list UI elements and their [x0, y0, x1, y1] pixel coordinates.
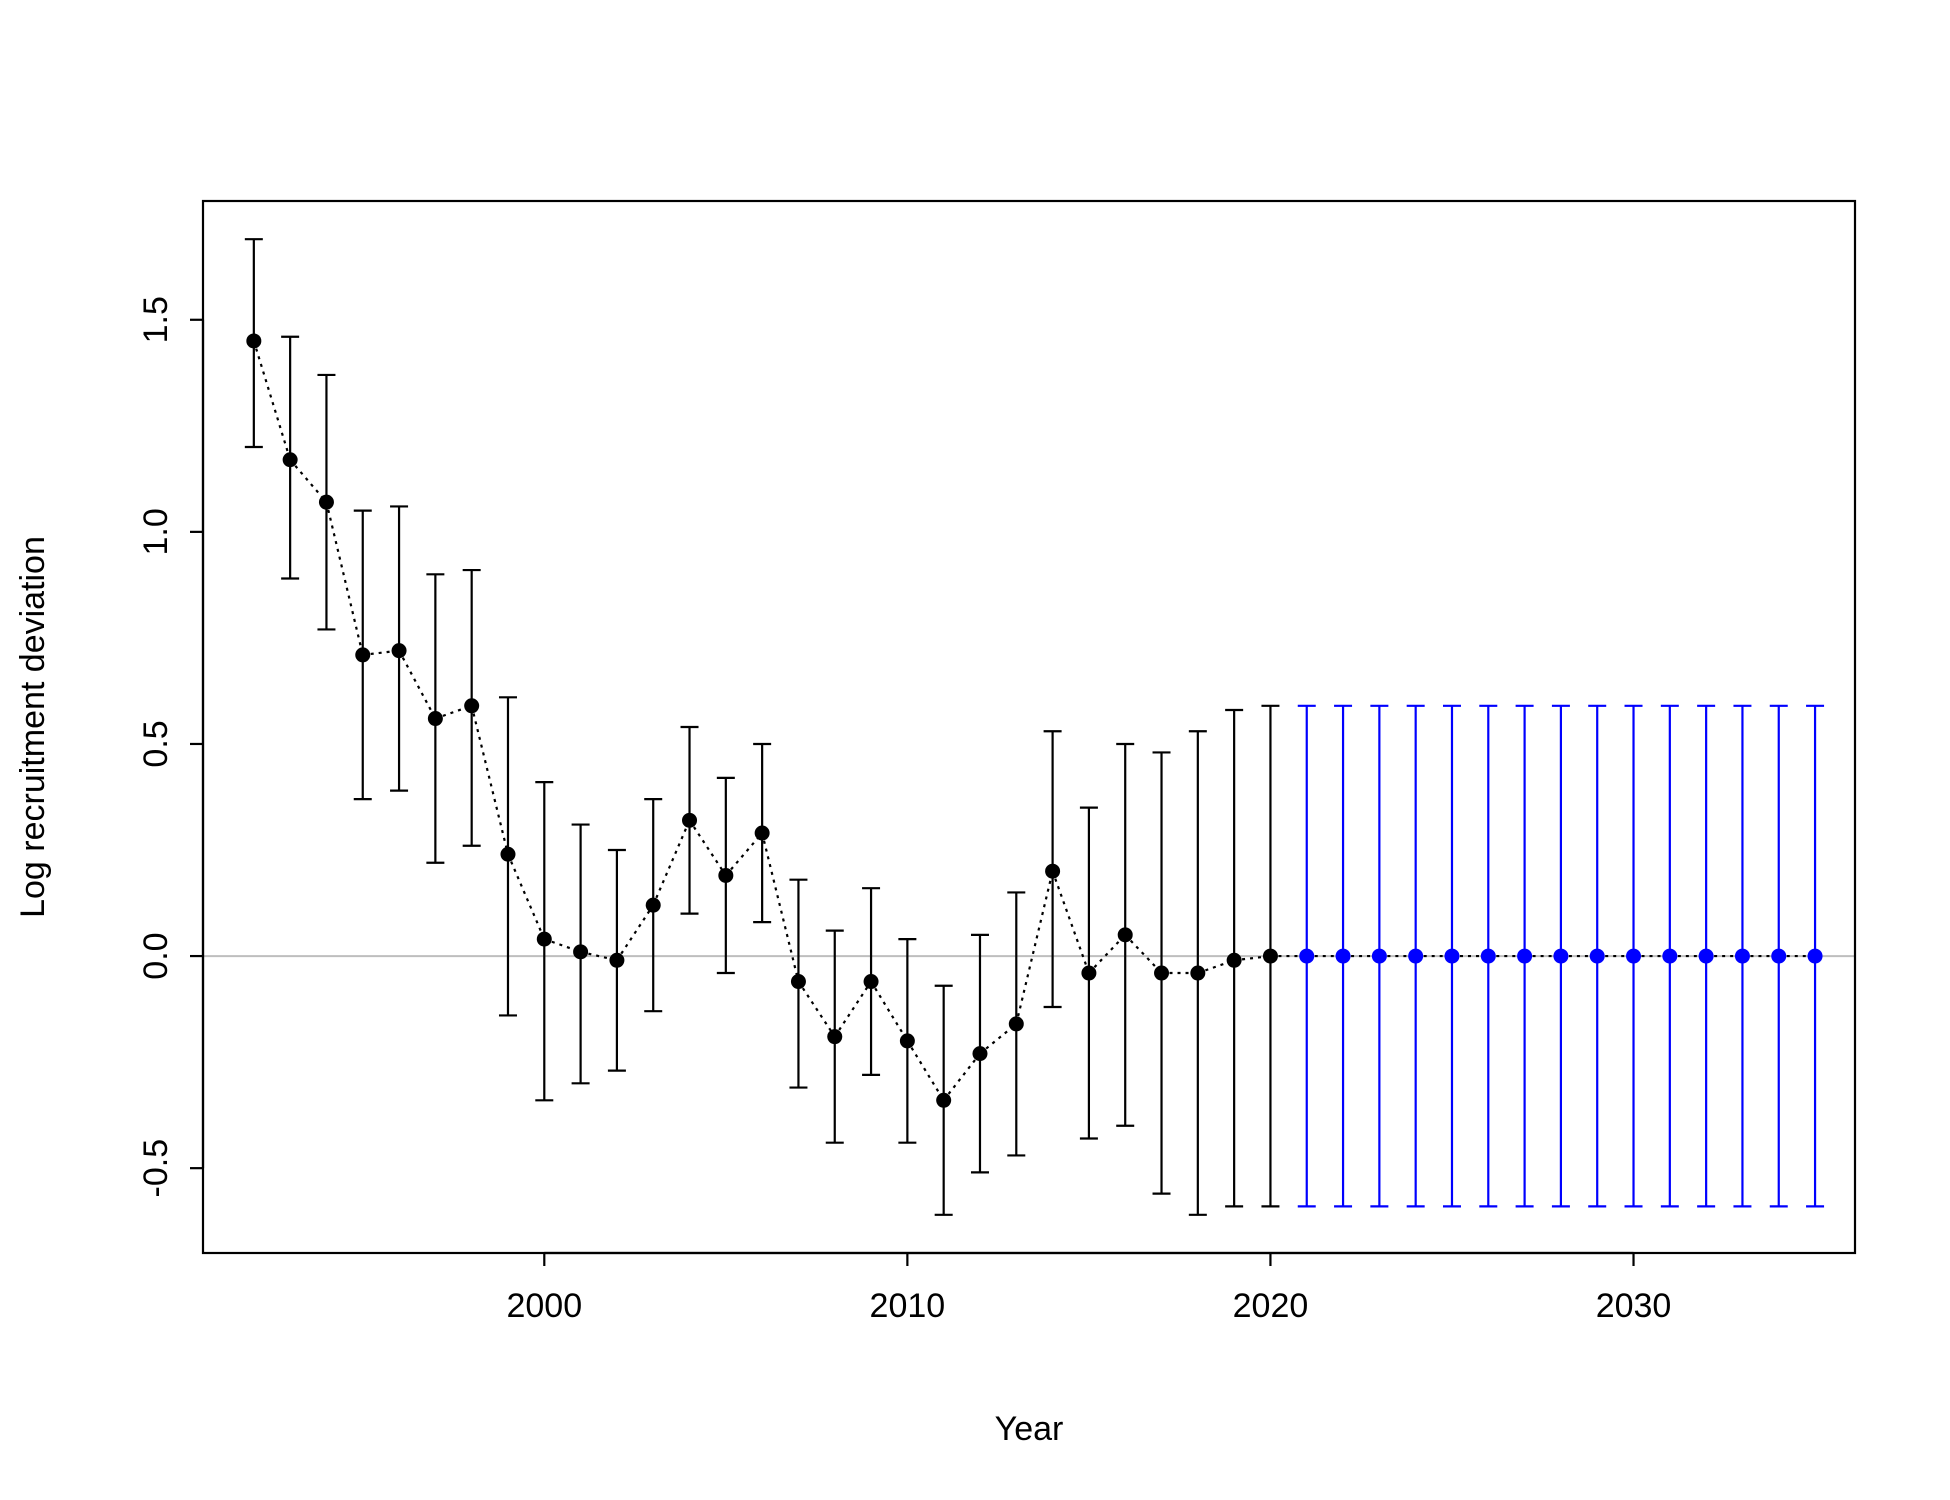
connector-segment [470, 705, 510, 855]
y-tick-label: 0.0 [137, 932, 175, 979]
estimate-point [573, 944, 589, 960]
estimate-point [536, 931, 552, 947]
estimate-point [282, 452, 298, 468]
projection-point [1480, 948, 1496, 964]
connector-segment [289, 459, 328, 503]
estimate-point [464, 698, 480, 714]
estimate-point [1117, 927, 1133, 943]
connector-segment [652, 819, 691, 906]
projection-point [1698, 948, 1714, 964]
estimate-point [790, 974, 806, 990]
estimate-point [645, 897, 661, 913]
connector-segment [870, 980, 909, 1042]
y-tick-label: 1.0 [137, 508, 175, 555]
estimate-point [899, 1033, 915, 1049]
estimate-point [718, 867, 734, 883]
projection-point [1734, 948, 1750, 964]
connector-segment [724, 832, 763, 877]
connector-segment [1234, 954, 1271, 962]
estimate-point [427, 711, 443, 727]
estimate-point [500, 846, 516, 862]
y-tick-label: 1.5 [137, 296, 175, 343]
connector-segment [1088, 934, 1127, 974]
projection-point [1517, 948, 1533, 964]
projection-point [1408, 948, 1424, 964]
projection-point [1807, 948, 1823, 964]
estimate-point [1008, 1016, 1024, 1032]
connector-segment [688, 819, 727, 877]
x-tick-label: 2000 [506, 1287, 582, 1325]
y-tick-label: 0.5 [137, 720, 175, 767]
estimate-point [863, 974, 879, 990]
plot-frame [201, 199, 1857, 1255]
estimate-point [1154, 965, 1170, 981]
estimate-point [391, 643, 407, 659]
estimate-point [609, 952, 625, 968]
estimate-point [1045, 863, 1061, 879]
y-axis: -0.5 0.0 0.5 1.0 1.5 [137, 296, 205, 1198]
estimate-point [246, 333, 262, 349]
projection-point [1371, 948, 1387, 964]
connector-segment [398, 650, 437, 720]
x-axis-title: Year [995, 1410, 1064, 1448]
connector-segment [797, 980, 836, 1038]
series-lines [252, 340, 1816, 1101]
projection-point [1662, 948, 1678, 964]
y-axis-title: Log recruitment deviation [14, 536, 52, 918]
connector-segment [506, 853, 546, 940]
connector-segment [761, 832, 800, 982]
estimate-point [1190, 965, 1206, 981]
estimate-point [682, 812, 698, 828]
projection-point [1589, 948, 1605, 964]
data-points [246, 333, 1823, 1108]
connector-segment [1124, 934, 1163, 974]
connector-segment [833, 980, 872, 1038]
connector-segment [615, 904, 655, 961]
projection-point [1335, 948, 1351, 964]
connector-segment [942, 1052, 981, 1101]
connector-segment [1051, 870, 1090, 974]
connector-segment [906, 1040, 945, 1101]
x-axis: 2000 2010 2020 2030 [506, 1251, 1672, 1325]
error-bars [244, 238, 1825, 1216]
connector-segment [325, 501, 364, 656]
projection-point [1444, 948, 1460, 964]
projection-point [1553, 948, 1569, 964]
projection-point [1299, 948, 1315, 964]
x-tick-label: 2010 [870, 1287, 946, 1325]
estimate-point [1262, 948, 1278, 964]
connector-segment [362, 649, 400, 656]
y-tick-label: -0.5 [137, 1139, 175, 1198]
projection-point [1771, 948, 1787, 964]
projection-point [1626, 948, 1642, 964]
connector-segment [252, 340, 292, 461]
estimate-point [1226, 952, 1242, 968]
connector-segment [580, 950, 618, 962]
x-tick-label: 2030 [1596, 1287, 1672, 1325]
estimate-point [827, 1029, 843, 1045]
x-tick-label: 2020 [1233, 1287, 1309, 1325]
estimate-point [318, 494, 334, 510]
estimate-point [936, 1092, 952, 1108]
estimate-point [1081, 965, 1097, 981]
estimate-point [355, 647, 371, 663]
estimate-point [754, 825, 770, 841]
estimate-point [972, 1046, 988, 1062]
connector-segment [1015, 870, 1054, 1025]
